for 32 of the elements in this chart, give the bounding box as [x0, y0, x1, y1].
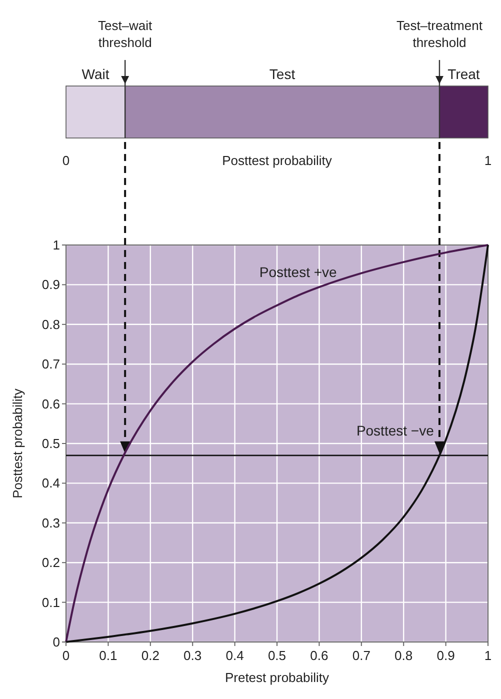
ref-line-label: Test–treatment threshold	[396, 18, 483, 50]
y-tick-label: 0.1	[42, 594, 60, 610]
x-tick-label: 0	[62, 648, 70, 663]
x-axis-title: Pretest probability	[224, 670, 330, 685]
y-tick-label: 0.3	[42, 515, 60, 530]
y-tick-label: 0.5	[42, 436, 60, 451]
series-label: Treat	[448, 66, 480, 82]
x-tick-label: 0.1	[99, 648, 118, 663]
x-tick-label: 0.5	[268, 648, 286, 663]
x-tick-label: 1	[484, 648, 492, 663]
y-tick-label: 0.9	[42, 277, 60, 292]
y-tick-label: 0.8	[42, 316, 60, 332]
x-tick-label: 0.3	[184, 648, 202, 663]
y-tick-label: 0.7	[42, 356, 60, 372]
series-label: Posttest +ve	[259, 264, 338, 280]
y-tick-label: 0.6	[42, 396, 60, 412]
x-tick-label: 0.8	[394, 648, 413, 663]
x-tick-label: 0.7	[352, 648, 370, 663]
y-tick-label: 1	[52, 238, 60, 252]
x-tick-label: 0.2	[141, 648, 160, 663]
series-label: Posttest −ve	[356, 422, 434, 439]
x-axis-title: Posttest probability	[222, 153, 332, 168]
series-label: Wait	[82, 66, 110, 82]
x-tick-label: 0.6	[310, 648, 328, 663]
series-label: Test	[269, 66, 296, 82]
y-tick-label: 0.2	[42, 555, 60, 570]
x-tick-label: 0.4	[226, 648, 244, 663]
y-axis-title: Posttest probability	[10, 388, 25, 498]
ref-line-label: Test–wait threshold	[98, 18, 153, 50]
x-tick-label: 0.9	[436, 648, 455, 663]
y-tick-label: 0	[52, 634, 60, 650]
y-tick-label: 0.4	[42, 476, 60, 491]
